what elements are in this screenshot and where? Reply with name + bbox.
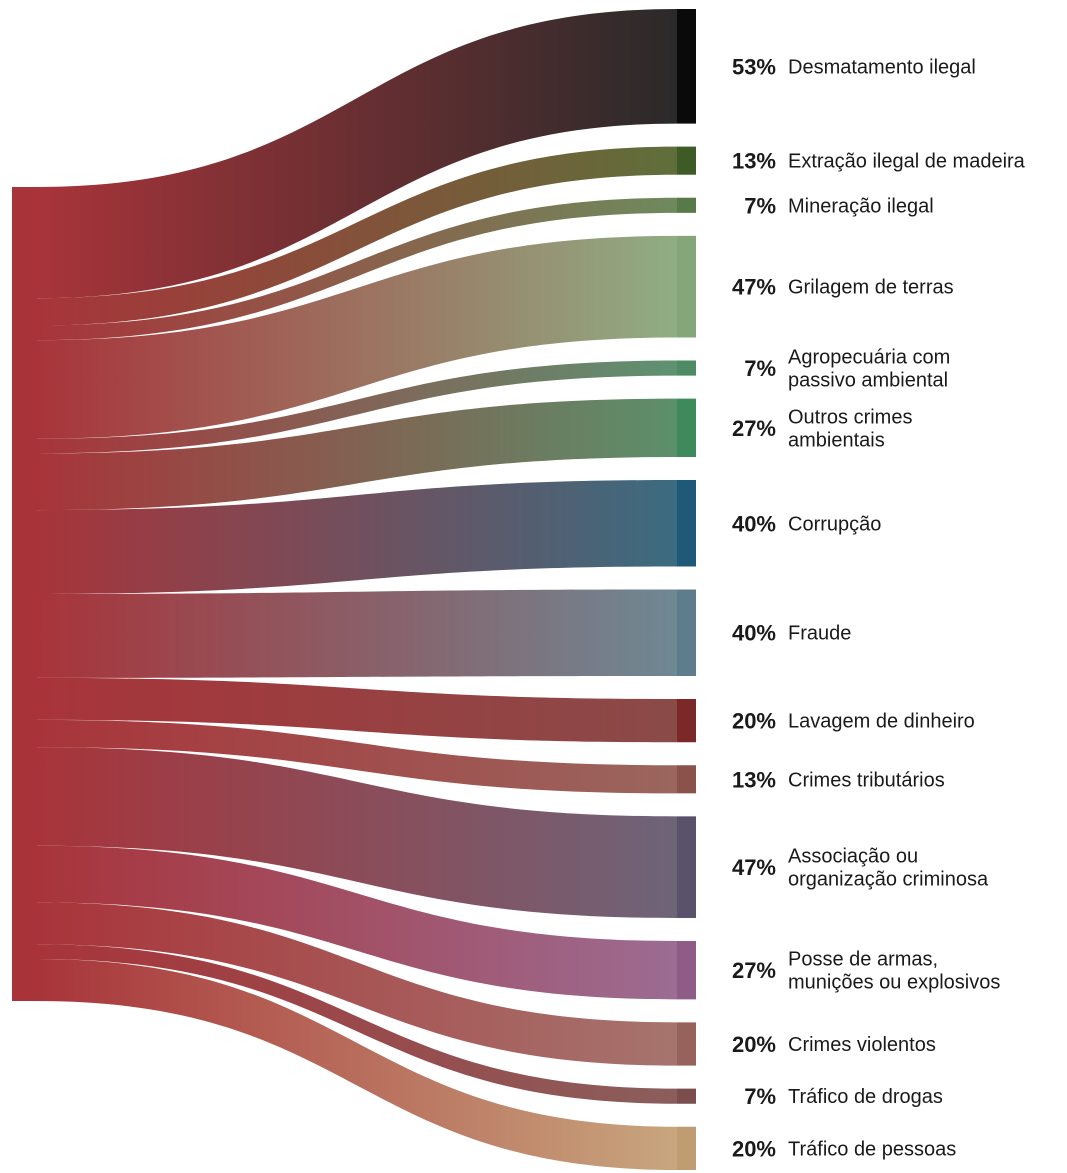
flow-ribbon (37, 398, 677, 511)
category-label: Tráfico de drogas (788, 1086, 943, 1108)
category-label: Posse de armas, munições ou explosivos (788, 949, 1000, 994)
percent-label: 13% (732, 149, 776, 174)
flow-ribbon (37, 747, 677, 918)
category-label: Desmatamento ilegal (788, 56, 976, 78)
category-label: Agropecuária com passivo ambiental (788, 347, 950, 392)
percent-label: 47% (732, 855, 776, 880)
flow-ribbon (37, 677, 677, 743)
category-label: Corrupção (788, 513, 881, 535)
category-label-line: Tráfico de pessoas (788, 1138, 956, 1160)
flow-ribbon (37, 902, 677, 1066)
category-label-line: Crimes tributários (788, 769, 945, 791)
flow-ribbon (37, 719, 677, 794)
target-bar (677, 9, 696, 124)
category-label-line: ambientais (788, 429, 885, 451)
flow-ribbon (37, 235, 677, 439)
source-node-bar (12, 187, 37, 1001)
flow-ribbon (37, 197, 677, 341)
target-bar (677, 360, 696, 376)
flow-ribbon (37, 146, 677, 326)
percent-label: 13% (732, 767, 776, 792)
flow-ribbon (37, 589, 677, 678)
flow-ribbon (37, 845, 677, 1000)
percent-label: 40% (732, 511, 776, 536)
category-label: Tráfico de pessoas (788, 1138, 956, 1160)
category-label: Crimes tributários (788, 769, 945, 791)
percent-label: 27% (732, 958, 776, 983)
category-label-line: Posse de armas, (788, 949, 938, 971)
target-bar (677, 235, 696, 338)
target-bar (677, 816, 696, 918)
category-label-line: Lavagem de dinheiro (788, 711, 975, 733)
sankey-flows (37, 9, 677, 1170)
category-label-line: Associação ou (788, 846, 918, 868)
category-label-line: Outros crimes (788, 406, 912, 428)
flow-ribbon (37, 360, 677, 454)
category-label-line: Corrupção (788, 513, 881, 535)
category-label: Associação ou organização criminosa (788, 846, 989, 891)
percent-label: 20% (732, 709, 776, 734)
category-label: Outros crimes ambientais (788, 406, 912, 451)
percent-label: 47% (732, 275, 776, 300)
target-bar (677, 398, 696, 458)
target-bar (677, 1126, 696, 1170)
percent-label: 7% (744, 1084, 776, 1109)
category-label-line: passivo ambiental (788, 370, 948, 392)
percent-label: 20% (732, 1136, 776, 1161)
target-bar (677, 197, 696, 213)
percent-label: 7% (744, 356, 776, 381)
percent-label: 53% (732, 54, 776, 79)
percent-label: 40% (732, 621, 776, 646)
percent-label: 20% (732, 1032, 776, 1057)
target-bar (677, 765, 696, 794)
target-bar (677, 480, 696, 567)
category-label-line: Fraude (788, 623, 851, 645)
target-bar (677, 589, 696, 676)
category-label-line: Grilagem de terras (788, 277, 954, 299)
category-label-line: Tráfico de drogas (788, 1086, 943, 1108)
category-label: Mineração ilegal (788, 195, 934, 217)
target-bar (677, 1088, 696, 1104)
flow-ribbon (37, 944, 677, 1104)
percent-label: 27% (732, 416, 776, 441)
target-bar (677, 1022, 696, 1066)
category-label-line: Mineração ilegal (788, 195, 934, 217)
target-bar (677, 940, 696, 1000)
target-bar (677, 146, 696, 175)
target-bar (677, 698, 696, 743)
category-label: Grilagem de terras (788, 277, 954, 299)
category-label-line: munições ou explosivos (788, 972, 1000, 994)
category-label: Lavagem de dinheiro (788, 711, 975, 733)
flow-ribbon (37, 959, 677, 1170)
category-label: Fraude (788, 623, 851, 645)
category-label-line: Extração ilegal de madeira (788, 151, 1026, 173)
category-label-line: Desmatamento ilegal (788, 56, 976, 78)
flow-ribbon (37, 9, 677, 299)
percent-label: 7% (744, 193, 776, 218)
target-labels: 53% Desmatamento ilegal 13% Extração ilegal… (732, 54, 1026, 1161)
flow-ribbon (37, 480, 677, 594)
category-label: Extração ilegal de madeira (788, 151, 1026, 173)
category-label-line: organização criminosa (788, 869, 989, 891)
category-label-line: Crimes violentos (788, 1034, 936, 1056)
category-label: Crimes violentos (788, 1034, 936, 1056)
category-label-line: Agropecuária com (788, 347, 950, 369)
target-node-bars (677, 9, 696, 1170)
